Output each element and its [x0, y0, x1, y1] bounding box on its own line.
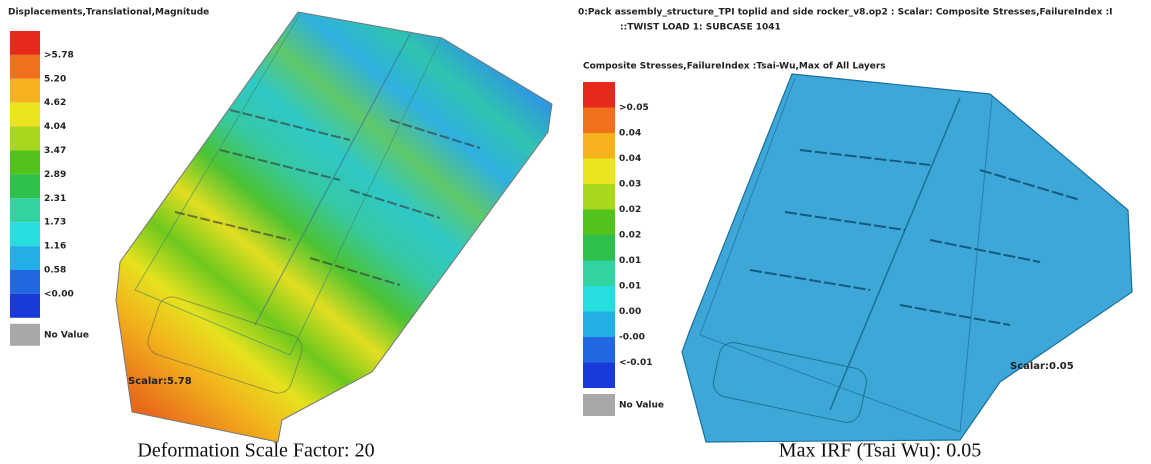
legend-swatch: [583, 108, 615, 134]
legend-swatch: [10, 174, 40, 198]
legend-label: 0.04: [619, 129, 641, 139]
legend-label: 3.47: [44, 146, 66, 156]
right-annotation: Scalar:0.05: [1010, 361, 1074, 372]
legend-swatch: [10, 103, 40, 127]
legend-label: 0.58: [44, 266, 66, 276]
legend-swatch: [583, 312, 615, 338]
left-caption: Deformation Scale Factor: 20: [137, 440, 374, 462]
legend-label: 4.04: [44, 122, 66, 132]
right-header-line: 0:Pack assembly_structure_TPI toplid and…: [578, 8, 1113, 18]
legend-label: 4.62: [44, 98, 66, 108]
legend-label: >0.05: [619, 103, 649, 113]
legend-label: 0.01: [619, 282, 641, 292]
legend-swatch: [583, 159, 615, 185]
no-value-swatch: [10, 324, 40, 346]
legend-swatch: [583, 261, 615, 287]
legend-swatch: [10, 294, 40, 318]
right-header-line: ::TWIST LOAD 1: SUBCASE 1041: [620, 23, 781, 33]
legend-swatch: [583, 210, 615, 236]
legend-label: 2.89: [44, 170, 66, 180]
legend-swatch: [583, 82, 615, 108]
left-title: Displacements,Translational,Magnitude: [8, 8, 209, 18]
legend-label: 5.20: [44, 74, 66, 84]
legend-swatch: [10, 198, 40, 222]
legend-swatch: [583, 184, 615, 210]
legend-swatch: [10, 55, 40, 79]
legend-swatch: [10, 79, 40, 103]
legend-label: 2.31: [44, 194, 66, 204]
right-caption: Max IRF (Tsai Wu): 0.05: [779, 440, 981, 462]
legend-swatch: [583, 133, 615, 159]
legend-swatch: [10, 222, 40, 246]
legend-swatch: [10, 151, 40, 175]
no-value-swatch: [583, 394, 615, 416]
legend-swatch: [10, 31, 40, 55]
legend-swatch: [10, 127, 40, 151]
legend-swatch: [10, 246, 40, 270]
legend-label: 1.73: [44, 218, 66, 228]
legend-label: <-0.01: [619, 358, 652, 368]
no-value-label: No Value: [44, 330, 89, 340]
legend-swatch: [10, 270, 40, 294]
legend-label: -0.00: [619, 333, 645, 343]
figure: Displacements,Translational,Magnitude Sc…: [0, 0, 1151, 464]
legend-label: <0.00: [44, 289, 74, 299]
legend-swatch: [583, 363, 615, 389]
legend-label: 1.16: [44, 242, 66, 252]
legend-swatch: [583, 286, 615, 312]
legend-label: 0.03: [619, 180, 641, 190]
no-value-label: No Value: [619, 401, 664, 411]
legend-label: 0.02: [619, 205, 641, 215]
legend-label: >5.78: [44, 50, 74, 60]
legend-label: 0.01: [619, 256, 641, 266]
legend-swatch: [583, 337, 615, 363]
left-annotation: Scalar:5.78: [128, 376, 192, 387]
legend-label: 0.04: [619, 154, 641, 164]
legend-label: 0.00: [619, 307, 641, 317]
legend-swatch: [583, 235, 615, 261]
stress-model: [682, 74, 1132, 442]
legend-label: 0.02: [619, 231, 641, 241]
right-title: Composite Stresses,FailureIndex :Tsai-Wu…: [583, 62, 886, 72]
